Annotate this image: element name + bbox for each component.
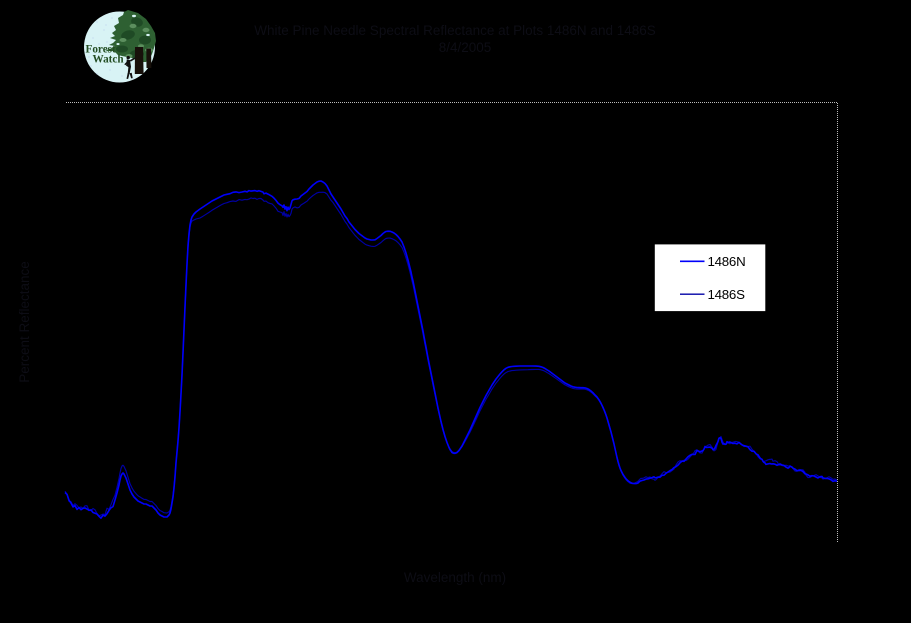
- svg-text:1486S: 1486S: [708, 287, 746, 302]
- svg-text:White Pine Needle Spectral Ref: White Pine Needle Spectral Reflectance a…: [254, 23, 656, 38]
- svg-text:8/4/2005: 8/4/2005: [439, 40, 492, 55]
- svg-text:1486N: 1486N: [708, 254, 746, 269]
- svg-text:Wavelength (nm): Wavelength (nm): [404, 570, 506, 585]
- svg-text:Watch: Watch: [93, 54, 125, 66]
- svg-text:Forest: Forest: [86, 44, 117, 56]
- svg-text:Percent Reflectance: Percent Reflectance: [17, 261, 32, 383]
